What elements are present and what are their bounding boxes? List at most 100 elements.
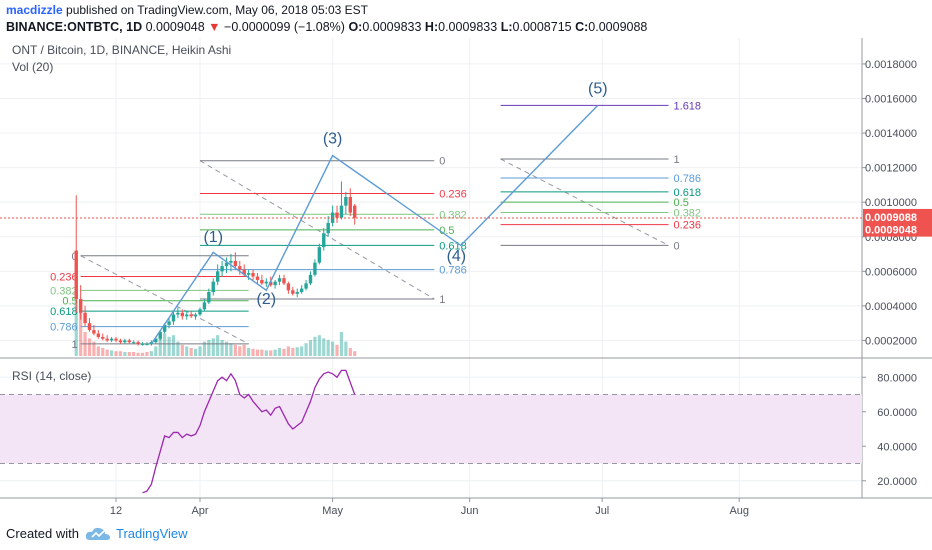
fib-level-label: 1.618 bbox=[674, 100, 702, 112]
volume-bar bbox=[286, 346, 290, 356]
volume-bar bbox=[198, 346, 202, 356]
volume-bar bbox=[326, 340, 330, 356]
volume-bar bbox=[171, 335, 176, 356]
fib-level-label: 0.618 bbox=[439, 240, 467, 252]
candle-body bbox=[109, 338, 114, 341]
volume-bar bbox=[233, 344, 237, 356]
candle-body bbox=[207, 292, 211, 303]
candle-body bbox=[344, 197, 348, 206]
candle-body bbox=[242, 269, 246, 275]
volume-bar bbox=[180, 344, 184, 356]
candle-body bbox=[264, 281, 268, 284]
volume-bar bbox=[176, 341, 180, 356]
volume-bar bbox=[344, 341, 348, 356]
candle-body bbox=[238, 266, 242, 270]
rsi-tick-label: 20.0000 bbox=[877, 476, 917, 488]
chart-header: macdizzle published on TradingView.com, … bbox=[0, 0, 932, 38]
volume-bar bbox=[189, 348, 193, 356]
candle-body bbox=[291, 290, 295, 294]
candle-body bbox=[202, 302, 207, 310]
fib-level-label: 0.5 bbox=[674, 197, 689, 209]
candle-body bbox=[176, 312, 180, 315]
candle-body bbox=[299, 288, 304, 293]
candle-body bbox=[348, 197, 352, 213]
time-tick-label: May bbox=[322, 505, 343, 517]
volume-bar bbox=[154, 346, 158, 356]
candle-body bbox=[180, 312, 185, 317]
fib-level-label: 0.786 bbox=[674, 173, 702, 185]
volume-bar bbox=[300, 346, 304, 356]
price-tag-label: 0.0009088 bbox=[865, 212, 917, 224]
candle-body bbox=[198, 309, 202, 315]
volume-bar bbox=[282, 348, 286, 356]
candle-body bbox=[317, 247, 322, 263]
volume-bar bbox=[163, 333, 167, 356]
open-value: 0.0009833 bbox=[362, 20, 422, 34]
volume-bar bbox=[132, 352, 136, 356]
volume-bar bbox=[87, 338, 92, 356]
fib-level-label: 0.618 bbox=[50, 306, 78, 318]
price-tick-label: 0.0018000 bbox=[865, 59, 917, 71]
wave-label: (3) bbox=[323, 130, 343, 147]
volume-bar bbox=[260, 349, 264, 356]
candle-body bbox=[118, 340, 123, 343]
fib-level-label: 0.786 bbox=[439, 265, 467, 277]
volume-bar bbox=[193, 348, 198, 356]
price-tick-label: 0.0006000 bbox=[865, 266, 917, 278]
volume-bar bbox=[211, 338, 215, 356]
volume-bar bbox=[149, 351, 153, 356]
publish-info: published on TradingView.com, May 06, 20… bbox=[62, 3, 369, 17]
fib-trend-line bbox=[80, 255, 249, 345]
candle-body bbox=[140, 343, 145, 345]
footer: Created with TradingView bbox=[0, 518, 932, 550]
fib-level-label: 0.236 bbox=[674, 220, 702, 232]
volume-bar bbox=[242, 344, 246, 356]
candle-body bbox=[295, 292, 299, 294]
candle-body bbox=[136, 342, 140, 344]
price-tag bbox=[863, 208, 932, 224]
elliott-wave-line bbox=[150, 104, 599, 345]
candle-body bbox=[255, 276, 260, 280]
volume-bar bbox=[247, 348, 251, 356]
volume-bar bbox=[207, 340, 211, 356]
volume-bar bbox=[308, 340, 313, 356]
candle-body bbox=[308, 274, 313, 284]
candle-body bbox=[123, 340, 127, 343]
close-value: 0.0009088 bbox=[588, 20, 648, 34]
rsi-tick-label: 80.0000 bbox=[877, 372, 917, 384]
rsi-band bbox=[0, 394, 862, 464]
volume-bar bbox=[92, 341, 96, 356]
rsi-tick-label: 60.0000 bbox=[877, 407, 917, 419]
volume-bar bbox=[339, 332, 344, 356]
price-tick-label: 0.0010000 bbox=[865, 197, 917, 209]
volume-bar bbox=[136, 352, 140, 356]
candle-body bbox=[286, 283, 291, 291]
chart-area[interactable]: 00.2360.3820.50.6180.786100.2360.3820.50… bbox=[0, 38, 932, 518]
candle-body bbox=[83, 312, 87, 324]
volume-bar bbox=[313, 336, 317, 356]
candle-body bbox=[185, 314, 189, 317]
candle-body bbox=[335, 212, 339, 218]
candle-body bbox=[101, 336, 105, 339]
volume-bar bbox=[145, 352, 149, 356]
fib-level-label: 1 bbox=[72, 339, 78, 351]
tradingview-brand[interactable]: TradingView bbox=[116, 526, 188, 541]
author-name[interactable]: macdizzle bbox=[6, 3, 63, 17]
volume-bar bbox=[348, 348, 352, 356]
wave-label: (4) bbox=[447, 248, 467, 265]
volume-bar bbox=[229, 343, 233, 356]
candle-body bbox=[154, 338, 158, 343]
candle-body bbox=[167, 321, 171, 325]
fib-level-label: 0 bbox=[439, 156, 445, 168]
volume-bar bbox=[322, 338, 326, 356]
price-tick-label: 0.0004000 bbox=[865, 301, 917, 313]
candle-body bbox=[326, 222, 330, 234]
candle-body bbox=[339, 205, 344, 218]
candle-body bbox=[145, 343, 149, 345]
candle-body bbox=[211, 281, 215, 293]
candle-body bbox=[273, 281, 277, 286]
candle-body bbox=[282, 278, 286, 284]
publish-line: macdizzle published on TradingView.com, … bbox=[6, 3, 368, 17]
candle-body bbox=[74, 250, 78, 299]
price-tag bbox=[863, 221, 932, 237]
